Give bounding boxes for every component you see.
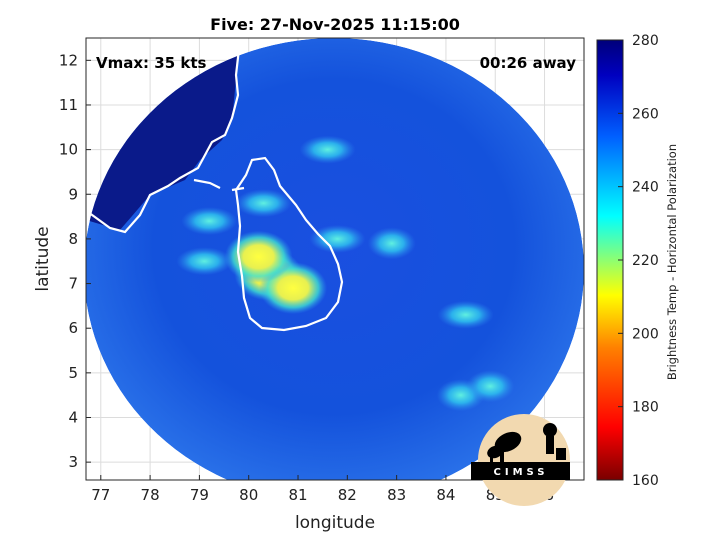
logo-text: CIMSS — [494, 467, 549, 478]
x-tick-label-6: 83 — [387, 486, 406, 504]
y-tick-label-5: 8 — [68, 230, 78, 248]
cloud-feature-8 — [466, 370, 515, 403]
x-axis-label: longitude — [295, 513, 375, 533]
coastline — [87, 39, 344, 332]
y-tick-label-8: 11 — [59, 96, 78, 114]
colorbar-tick-label-0: 160 — [632, 473, 659, 489]
cloud-feature-9 — [437, 300, 494, 329]
colorbar: 160 180 200 220 240 260 280 Brightness Temp - … — [596, 33, 679, 489]
x-tick-label-2: 79 — [190, 486, 209, 504]
cloud-feature-10 — [235, 189, 292, 218]
cloud-feature-5 — [181, 207, 238, 236]
cloud-feature-3 — [367, 227, 416, 260]
logo-banner — [471, 462, 570, 480]
colorbar-tick-label-1: 180 — [632, 400, 659, 416]
microwave-swath — [86, 38, 584, 480]
x-tick-label-1: 78 — [141, 486, 160, 504]
y-axis-label: latitude — [33, 226, 53, 291]
x-tick-label-7: 84 — [436, 486, 455, 504]
vmax-annotation: Vmax: 35 kts — [96, 54, 206, 72]
colorbar-tick-label-2: 200 — [632, 326, 659, 342]
y-tick-label-7: 10 — [59, 141, 78, 159]
cimss-logo: CIMSS — [471, 414, 570, 506]
colorbar-tick-label-5: 260 — [632, 106, 659, 122]
y-tick-label-2: 5 — [68, 364, 78, 382]
colorbar-tick-label-3: 220 — [632, 253, 659, 269]
colorbar-tick-label-6: 280 — [632, 33, 659, 49]
colorbar-tick-label-4: 240 — [632, 180, 659, 196]
x-tick-label-5: 82 — [338, 486, 357, 504]
y-axis: 3 4 5 6 7 8 9 10 11 12 — [59, 51, 91, 471]
x-tick-label-3: 80 — [239, 486, 258, 504]
y-tick-label-1: 4 — [68, 408, 78, 426]
y-tick-label-0: 3 — [68, 453, 78, 471]
cloud-feature-11 — [299, 135, 356, 164]
x-tick-label-0: 77 — [91, 486, 110, 504]
cloud-feature-6 — [176, 247, 233, 276]
y-tick-label-6: 9 — [68, 185, 78, 203]
y-tick-label-3: 6 — [68, 319, 78, 337]
colorbar-label: Brightness Temp - Horizontal Polarizatio… — [665, 144, 679, 380]
chart-title: Five: 27-Nov-2025 11:15:00 — [210, 15, 460, 34]
time-away-annotation: 00:26 away — [480, 54, 577, 72]
axes-frame — [85, 37, 585, 481]
cloud-feature-4 — [309, 224, 366, 253]
y-tick-label-9: 12 — [59, 51, 78, 69]
y-tick-label-4: 7 — [68, 275, 78, 293]
x-tick-label-4: 81 — [288, 486, 307, 504]
cloud-feature-2 — [224, 230, 293, 283]
